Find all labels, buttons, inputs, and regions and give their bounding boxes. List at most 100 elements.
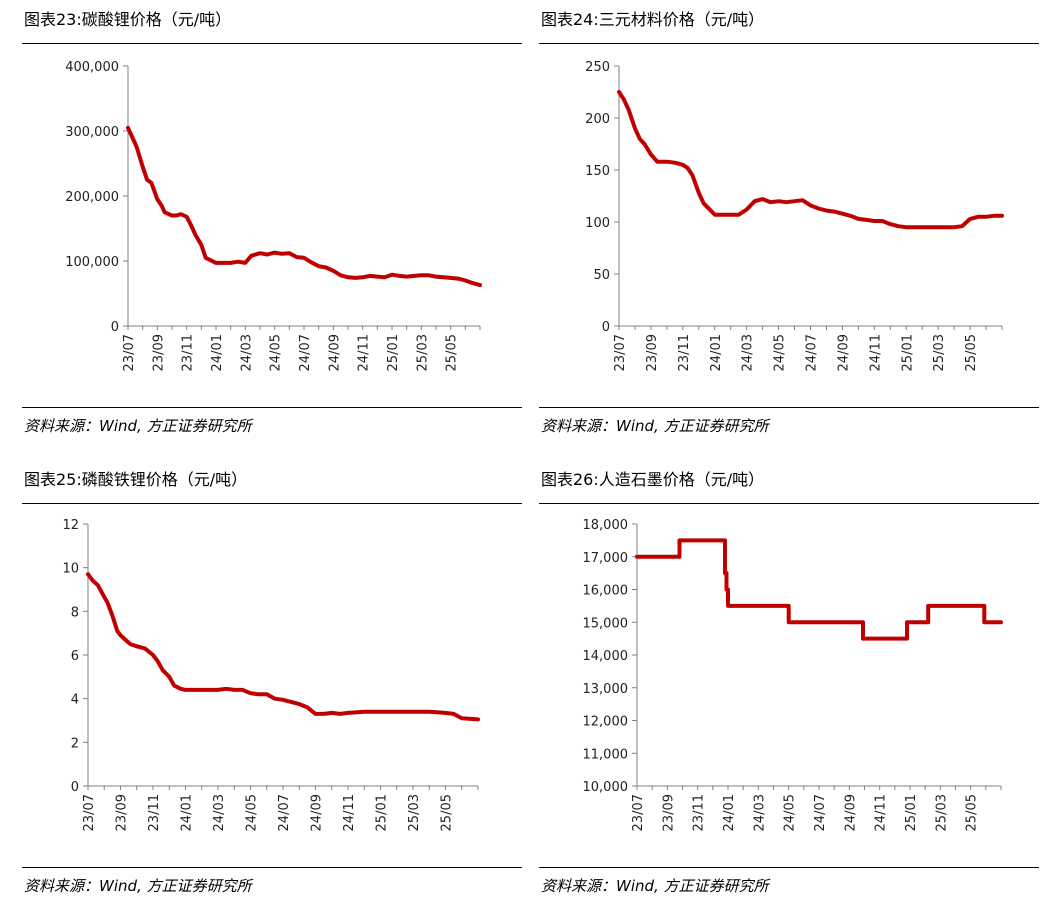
x-tick-label: 24/09 bbox=[327, 334, 342, 371]
x-tick-label: 25/01 bbox=[375, 794, 390, 831]
y-tick-label: 10 bbox=[62, 562, 79, 577]
lithium-carbonate-chart: 0 100,000 200,000 300,000 400,000 23/07 23/09 2… bbox=[65, 60, 482, 371]
panel-title: 图表24:三元材料价格（元/吨） bbox=[541, 10, 765, 29]
series-line bbox=[126, 125, 482, 288]
x-tick-label: 23/07 bbox=[613, 334, 628, 371]
title-rule bbox=[539, 503, 1039, 504]
series-line bbox=[617, 90, 1004, 230]
y-tick-label: 10,000 bbox=[583, 780, 629, 795]
panel-title: 图表26:人造石墨价格（元/吨） bbox=[541, 470, 765, 489]
y-tick-label: 16,000 bbox=[583, 584, 629, 599]
x-tick-label: 23/07 bbox=[82, 794, 97, 831]
source-note: 资料来源：Wind, 方正证券研究所 bbox=[541, 417, 769, 435]
x-tick-label: 24/03 bbox=[752, 794, 767, 831]
x-tick-label: 25/03 bbox=[934, 794, 949, 831]
chart-panel-lithium-carbonate: 图表23:碳酸锂价格（元/吨） 0 100,000 200,000 300,000 40… bbox=[22, 9, 522, 449]
x-tick-label: 24/07 bbox=[298, 334, 313, 371]
x-tick-label: 23/09 bbox=[151, 334, 166, 371]
x-tick-label: 25/05 bbox=[440, 794, 455, 831]
x-tick-label: 24/09 bbox=[836, 334, 851, 371]
chart-panel-ternary-material: 图表24:三元材料价格（元/吨） 0 50 100 150 200 250 23/07 23/… bbox=[539, 9, 1039, 449]
x-tick-label: 24/03 bbox=[239, 334, 254, 371]
x-tick-label: 24/01 bbox=[722, 794, 737, 831]
x-tick-label: 24/05 bbox=[269, 334, 284, 371]
y-tick-label: 4 bbox=[71, 693, 79, 708]
x-tick-label: 24/01 bbox=[709, 334, 724, 371]
x-tick-label: 25/01 bbox=[904, 794, 919, 831]
chart-panel-artificial-graphite: 图表26:人造石墨价格（元/吨） 10,000 11,000 12,000 13,00… bbox=[539, 469, 1039, 909]
x-tick-label: 24/05 bbox=[245, 794, 260, 831]
x-tick-label: 24/03 bbox=[741, 334, 756, 371]
title-rule bbox=[22, 43, 522, 44]
y-tick-label: 100 bbox=[585, 216, 610, 231]
source-rule bbox=[539, 867, 1039, 868]
x-tick-label: 24/01 bbox=[210, 334, 225, 371]
y-tick-label: 13,000 bbox=[583, 682, 629, 697]
source-rule bbox=[22, 407, 522, 408]
series-line bbox=[635, 538, 1003, 641]
x-tick-label: 23/09 bbox=[115, 794, 130, 831]
x-tick-label: 24/07 bbox=[813, 794, 828, 831]
lfp-chart: 0 2 4 6 8 10 12 23/07 23/09 23/11 24/01 24/03 24/05 2… bbox=[62, 518, 480, 831]
x-tick-label: 24/09 bbox=[310, 794, 325, 831]
series-line bbox=[86, 572, 480, 722]
x-tick-label: 25/03 bbox=[407, 794, 422, 831]
x-tick-label: 25/05 bbox=[445, 334, 460, 371]
ternary-material-chart: 0 50 100 150 200 250 23/07 23/09 23/11 24/01 24/03… bbox=[585, 60, 1004, 371]
y-tick-label: 250 bbox=[585, 60, 610, 75]
panel-title: 图表23:碳酸锂价格（元/吨） bbox=[24, 10, 232, 29]
y-tick-label: 150 bbox=[585, 164, 610, 179]
x-tick-label: 25/03 bbox=[415, 334, 430, 371]
y-tick-label: 8 bbox=[71, 605, 79, 620]
y-tick-label: 18,000 bbox=[583, 518, 629, 533]
x-tick-label: 23/11 bbox=[692, 794, 707, 831]
chart-panel-lfp: 图表25:磷酸铁锂价格（元/吨） 0 2 4 6 8 10 12 23/07 23/09 23/1… bbox=[22, 469, 522, 909]
y-tick-label: 12,000 bbox=[583, 715, 629, 730]
x-tick-label: 24/03 bbox=[212, 794, 227, 831]
x-tick-label: 25/01 bbox=[386, 334, 401, 371]
x-tick-label: 25/01 bbox=[900, 334, 915, 371]
title-rule bbox=[22, 503, 522, 504]
x-tick-label: 23/09 bbox=[645, 334, 660, 371]
x-tick-label: 25/05 bbox=[964, 334, 979, 371]
artificial-graphite-chart: 10,000 11,000 12,000 13,000 14,000 15,000 16,0… bbox=[583, 518, 1003, 831]
x-tick-label: 24/05 bbox=[783, 794, 798, 831]
source-note: 资料来源：Wind, 方正证券研究所 bbox=[541, 877, 769, 895]
y-tick-label: 300,000 bbox=[65, 125, 119, 140]
y-tick-label: 0 bbox=[602, 320, 610, 335]
source-rule bbox=[539, 407, 1039, 408]
y-tick-label: 11,000 bbox=[583, 747, 629, 762]
title-rule bbox=[539, 43, 1039, 44]
x-tick-label: 23/11 bbox=[677, 334, 692, 371]
y-tick-label: 200,000 bbox=[65, 190, 119, 205]
x-tick-label: 23/11 bbox=[147, 794, 162, 831]
x-tick-label: 25/05 bbox=[965, 794, 980, 831]
x-tick-label: 24/11 bbox=[357, 334, 372, 371]
y-tick-label: 200 bbox=[585, 112, 610, 127]
source-note: 资料来源：Wind, 方正证券研究所 bbox=[24, 417, 252, 435]
x-tick-label: 24/07 bbox=[805, 334, 820, 371]
x-tick-label: 23/11 bbox=[181, 334, 196, 371]
x-tick-label: 24/11 bbox=[868, 334, 883, 371]
panel-title: 图表25:磷酸铁锂价格（元/吨） bbox=[24, 470, 248, 489]
x-tick-label: 24/07 bbox=[277, 794, 292, 831]
y-tick-label: 0 bbox=[111, 320, 119, 335]
x-tick-label: 24/05 bbox=[773, 334, 788, 371]
x-tick-label: 24/09 bbox=[843, 794, 858, 831]
y-tick-label: 15,000 bbox=[583, 616, 629, 631]
x-tick-label: 23/07 bbox=[631, 794, 646, 831]
source-note: 资料来源：Wind, 方正证券研究所 bbox=[24, 877, 252, 895]
y-tick-label: 400,000 bbox=[65, 60, 119, 75]
x-tick-label: 24/11 bbox=[874, 794, 889, 831]
y-tick-label: 12 bbox=[62, 518, 79, 533]
source-rule bbox=[22, 867, 522, 868]
x-tick-label: 24/11 bbox=[342, 794, 357, 831]
y-tick-label: 2 bbox=[71, 736, 79, 751]
y-tick-label: 6 bbox=[71, 649, 79, 664]
x-tick-label: 24/01 bbox=[180, 794, 195, 831]
y-tick-label: 17,000 bbox=[583, 551, 629, 566]
x-tick-label: 23/07 bbox=[122, 334, 137, 371]
y-tick-label: 100,000 bbox=[65, 255, 119, 270]
y-tick-label: 50 bbox=[593, 268, 610, 283]
y-tick-label: 0 bbox=[71, 780, 79, 795]
